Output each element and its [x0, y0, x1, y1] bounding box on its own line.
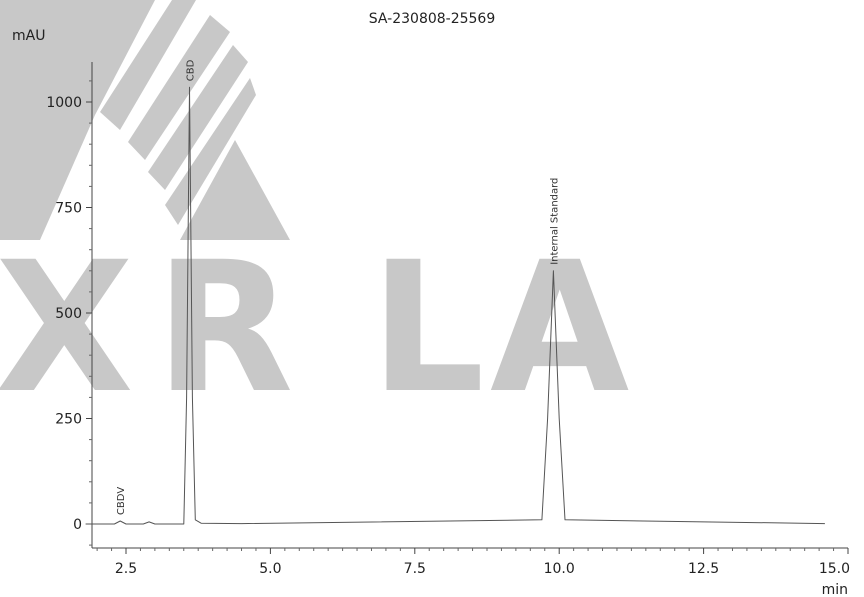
y-tick-label: 0 — [73, 517, 82, 533]
x-tick-label: 15.0 — [819, 561, 850, 577]
x-axis-title: min — [822, 582, 848, 597]
peak-labels: CBDV CBD Internal Standard — [116, 59, 560, 515]
chart-title: SA-230808-25569 — [369, 11, 496, 27]
watermark-logo: X R L A — [0, 0, 629, 433]
watermark-stripes — [0, 0, 290, 240]
x-axis-ticks: 2.5 5.0 7.5 10.0 12.5 15.0 — [115, 548, 850, 577]
y-axis-ticks: 0 250 500 750 1000 — [46, 95, 92, 533]
y-tick-label: 750 — [55, 201, 82, 217]
x-tick-label: 2.5 — [115, 561, 137, 577]
y-tick-label: 250 — [55, 412, 82, 428]
x-tick-label: 12.5 — [688, 561, 719, 577]
y-axis-minor-ticks — [89, 80, 92, 546]
watermark-letter-r: R — [155, 224, 294, 433]
x-tick-label: 5.0 — [259, 561, 281, 577]
series-layer — [85, 86, 825, 525]
peak-label: Internal Standard — [549, 178, 560, 265]
y-tick-label: 1000 — [46, 95, 82, 111]
y-axis-title: mAU — [12, 28, 45, 44]
watermark-letter-l: L — [370, 224, 485, 433]
watermark-letter-a: A — [490, 224, 629, 433]
x-axis-minor-ticks — [96, 548, 835, 551]
peak-label: CBDV — [116, 487, 127, 515]
watermark-letter-x: X — [0, 224, 134, 433]
peak-label: CBD — [186, 59, 197, 81]
x-tick-label: 10.0 — [544, 561, 575, 577]
chromatogram-trace-0 — [85, 86, 825, 525]
y-tick-label: 500 — [55, 306, 82, 322]
x-tick-label: 7.5 — [404, 561, 426, 577]
